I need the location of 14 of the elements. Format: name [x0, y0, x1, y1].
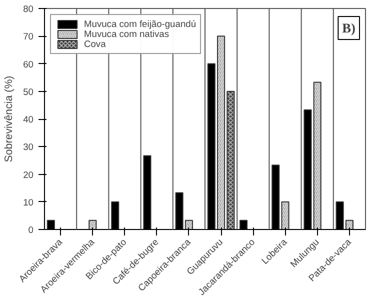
- y-tick-label: 40: [23, 114, 34, 124]
- y-tick-label: 80: [23, 4, 34, 14]
- annotation: B): [342, 20, 356, 36]
- y-tick-label: 0: [28, 225, 34, 235]
- legend-label: Muvuca com nativas: [84, 29, 170, 39]
- legend-label: Muvuca com feijão-guandú: [84, 19, 196, 29]
- y-axis-title: Sobrevivência (%): [3, 76, 16, 162]
- y-tick-label: 10: [23, 197, 34, 208]
- y-tick-label: 70: [23, 32, 34, 42]
- y-tick-label: 50: [23, 86, 34, 97]
- y-tick-label: 60: [23, 59, 34, 70]
- y-tick-label: 30: [23, 142, 34, 152]
- y-tick-label: 20: [23, 170, 34, 180]
- legend-label: Cova: [84, 39, 106, 49]
